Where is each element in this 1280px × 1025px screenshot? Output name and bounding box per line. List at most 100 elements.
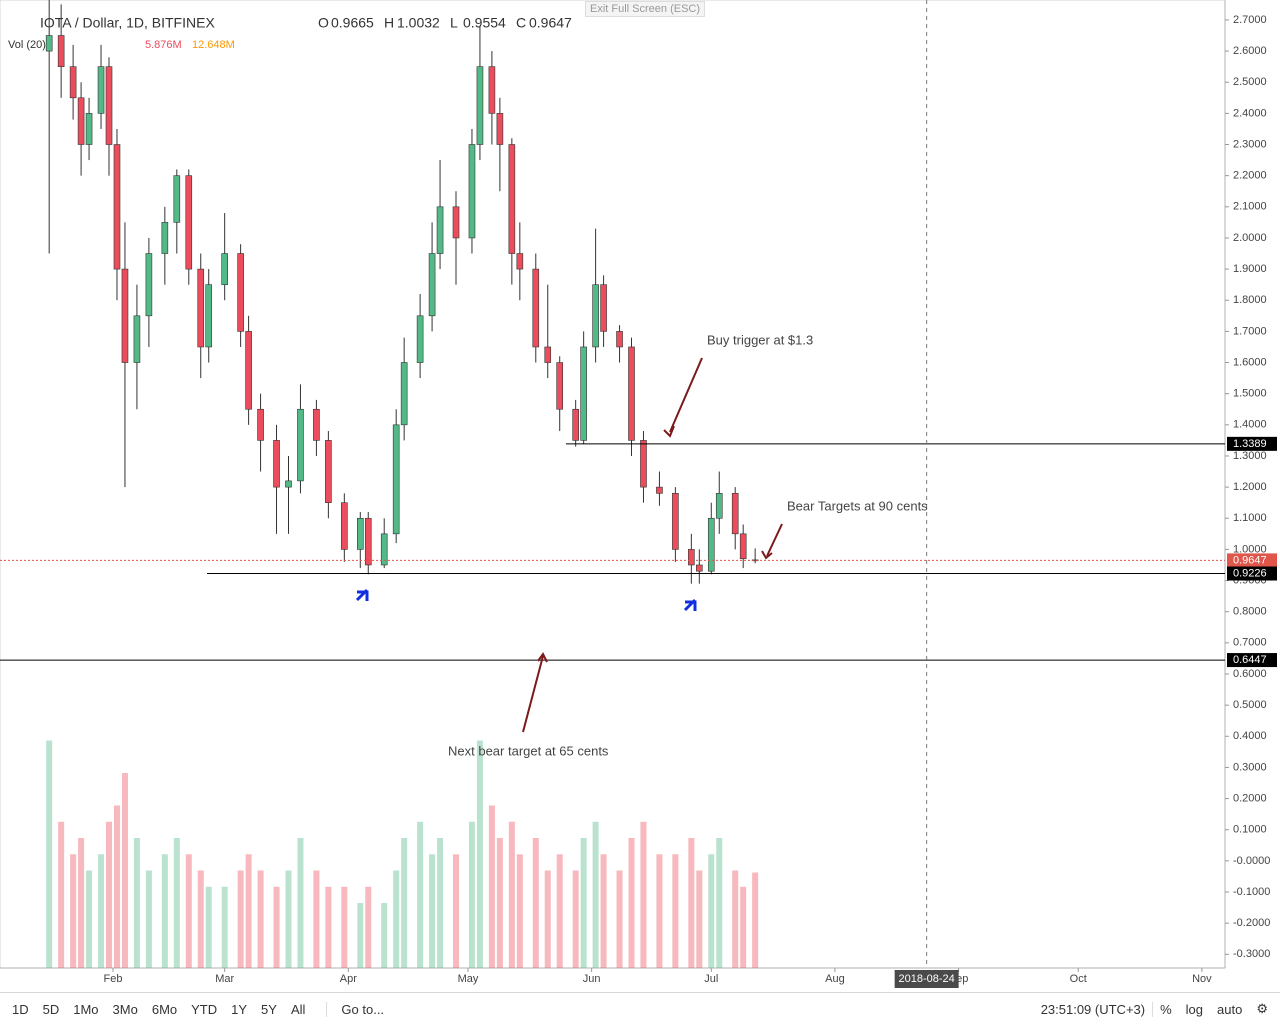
y-tick-label: 1.3000 [1233, 450, 1267, 462]
goto-button[interactable]: Go to... [326, 1001, 391, 1017]
x-tick-label: Oct [1070, 973, 1087, 985]
volume-bar [696, 870, 703, 968]
candle-body [688, 549, 695, 566]
volume-bar [580, 838, 587, 968]
y-tick-label: 1.9000 [1233, 263, 1267, 275]
crosshair-label-box [894, 970, 959, 988]
volume-bar [46, 740, 53, 968]
candle-body [739, 533, 747, 560]
arrow [669, 357, 703, 433]
candle-body [496, 113, 504, 145]
volume-bar [532, 838, 539, 968]
chart-title: IOTA / Dollar, 1D, BITFINEX [40, 15, 215, 31]
volume-bar [437, 838, 444, 968]
range-button[interactable]: 5Y [261, 1001, 277, 1017]
candle-body [392, 424, 400, 535]
price-label-box [1227, 566, 1277, 581]
y-tick-label: 2.0000 [1233, 232, 1267, 244]
volume-bar [401, 838, 408, 968]
y-tick-label: 2.4000 [1233, 107, 1267, 119]
candle-body [436, 206, 444, 254]
candle-body [57, 35, 65, 67]
volume-bar [453, 854, 460, 968]
candle-body [416, 315, 424, 363]
option-button[interactable]: auto [1217, 1001, 1243, 1017]
settings-button[interactable]: ⚙ [1256, 1001, 1268, 1016]
candle-body [580, 346, 587, 441]
volume-bar [640, 821, 647, 968]
volume-bar [556, 854, 563, 968]
volume-bar [496, 838, 503, 968]
volume-bar [592, 821, 599, 968]
volume-bar [273, 886, 280, 968]
volume-bar [417, 821, 424, 968]
volume-bar [476, 740, 483, 968]
candle-body [185, 175, 193, 270]
candle-body [380, 533, 388, 566]
candle-body [476, 66, 484, 145]
range-button[interactable]: YTD [191, 1001, 218, 1017]
volume-bar [732, 870, 739, 968]
candle-body [616, 331, 623, 348]
volume-bar [86, 870, 93, 968]
volume-bar [173, 838, 180, 968]
volume-value: 5.876M [145, 39, 182, 51]
toolbar: 1D 5D 1Mo 3Mo 6Mo YTD 1Y 5Y All Go to... 23:51:09 … [0, 992, 1280, 1025]
range-button[interactable]: 1Y [231, 1001, 248, 1017]
volume-bar [752, 872, 759, 968]
candle-body [145, 253, 153, 317]
crosshair-label: 2018-08-24 [899, 973, 955, 985]
volume-bar [516, 854, 523, 968]
candle-body [656, 486, 663, 494]
y-tick-label: 0.1000 [1233, 824, 1267, 836]
option-button[interactable]: log [1185, 1001, 1204, 1017]
x-tick-label: Jun [583, 973, 601, 985]
y-tick-label: -0.1000 [1233, 886, 1270, 898]
volume-bar [628, 838, 635, 968]
volume-bar [341, 886, 348, 968]
candle-body [69, 66, 77, 99]
arrow-head [537, 652, 548, 663]
arrow [766, 523, 783, 557]
y-tick-label: 0.3000 [1233, 761, 1267, 773]
volume-bar [197, 870, 204, 968]
candle-body [237, 253, 244, 332]
clock[interactable]: 23:51:09 (UTC+3) [1034, 1001, 1154, 1017]
candle-body [161, 222, 169, 254]
volume-bar [381, 903, 388, 968]
ohlc-label: O [318, 15, 329, 31]
volume-bar [357, 903, 364, 968]
ohlc-label: C [516, 15, 526, 31]
volume-bar [205, 886, 212, 968]
range-button[interactable]: 3Mo [112, 1001, 138, 1017]
y-tick-label: 2.5000 [1233, 76, 1267, 88]
range-button[interactable]: 1Mo [73, 1001, 99, 1017]
option-button[interactable]: % [1160, 1001, 1172, 1017]
candle-body [121, 268, 129, 363]
candle-body [468, 144, 476, 239]
candle-body [672, 493, 679, 550]
volume-bar [365, 886, 372, 968]
range-button[interactable]: All [290, 1001, 306, 1017]
ohlc-value: 1.0032 [397, 15, 440, 31]
volume-bar [245, 854, 252, 968]
candle-body [731, 493, 739, 535]
volume-bar [145, 870, 152, 968]
x-tick-label: Aug [825, 973, 845, 985]
candle-body [516, 253, 524, 270]
candle-body [105, 66, 113, 145]
volume-bar [313, 870, 320, 968]
candle-body [313, 408, 320, 441]
range-button[interactable]: 6Mo [151, 1001, 178, 1017]
candle-body [592, 284, 599, 348]
y-tick-label: 0.4000 [1233, 730, 1267, 742]
range-button[interactable]: 5D [42, 1001, 60, 1017]
candle-body [364, 517, 372, 566]
exit-fullscreen[interactable]: Exit Full Screen (ESC) [585, 1, 706, 17]
candle-body [640, 440, 647, 488]
y-tick-label: -0.3000 [1233, 948, 1270, 960]
candle-body [221, 253, 228, 285]
range-button[interactable]: 1D [12, 1001, 29, 1017]
ohlc-label: L [450, 15, 458, 31]
